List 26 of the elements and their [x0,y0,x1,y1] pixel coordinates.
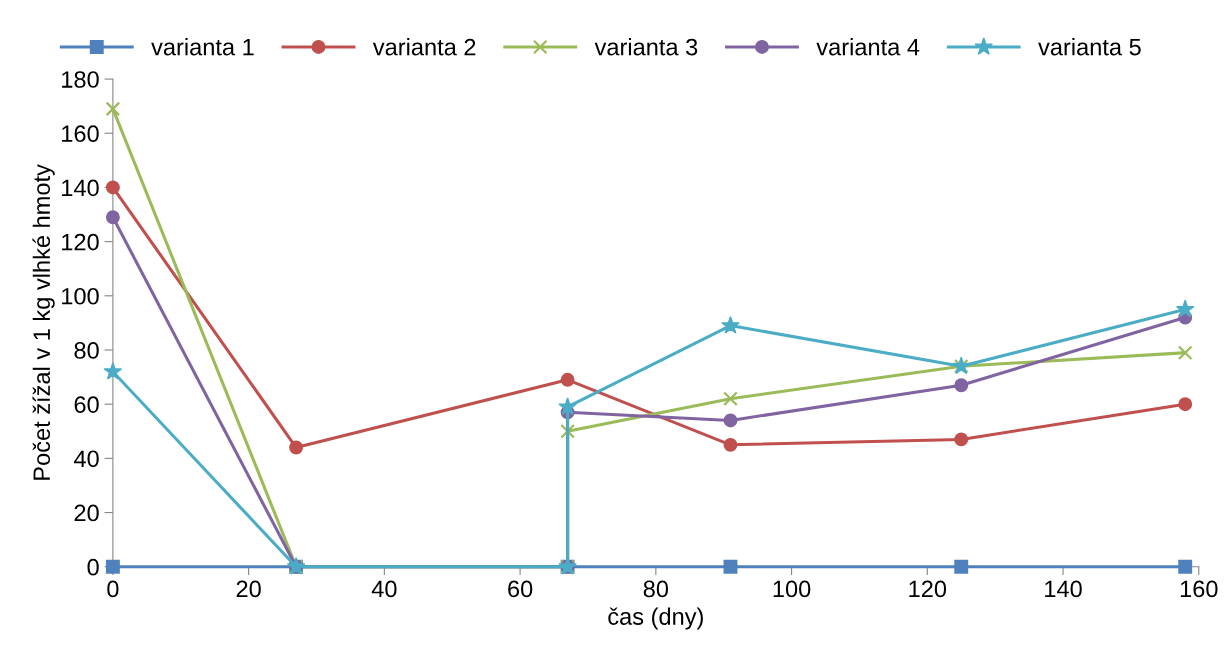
x-tick-label: 0 [107,580,119,598]
x-axis-title: čas (dny) [608,607,703,630]
legend-label: varianta 3 [594,38,698,56]
x-tick-label: 20 [236,580,261,598]
x-tick-label: 40 [371,580,397,598]
y-tick-label: 80 [74,342,99,359]
y-axis-title: Počet žížal v 1 kg vlhké hmoty [32,164,55,480]
legend-label: varianta 4 [816,38,920,56]
x-tick-label: 80 [643,580,669,598]
legend-label: varianta 5 [1038,38,1141,56]
legend-label: varianta 2 [372,38,476,56]
x-tick-label: 60 [508,580,533,598]
y-tick-label: 40 [73,450,99,468]
y-tick-label: 120 [62,233,99,251]
legend-label: varianta 1 [151,38,254,56]
y-tick-label: 180 [62,71,99,88]
y-tick-label: 100 [62,287,99,305]
y-tick-label: 160 [62,125,99,143]
x-tick-label: 120 [909,580,947,598]
y-tick-label: 0 [87,558,99,576]
x-tick-label: 160 [1180,580,1218,598]
y-tick-label: 140 [62,179,99,197]
y-tick-label: 20 [74,504,99,522]
x-tick-label: 140 [1045,580,1082,598]
x-tick-label: 100 [773,580,811,598]
y-tick-label: 60 [74,396,99,413]
